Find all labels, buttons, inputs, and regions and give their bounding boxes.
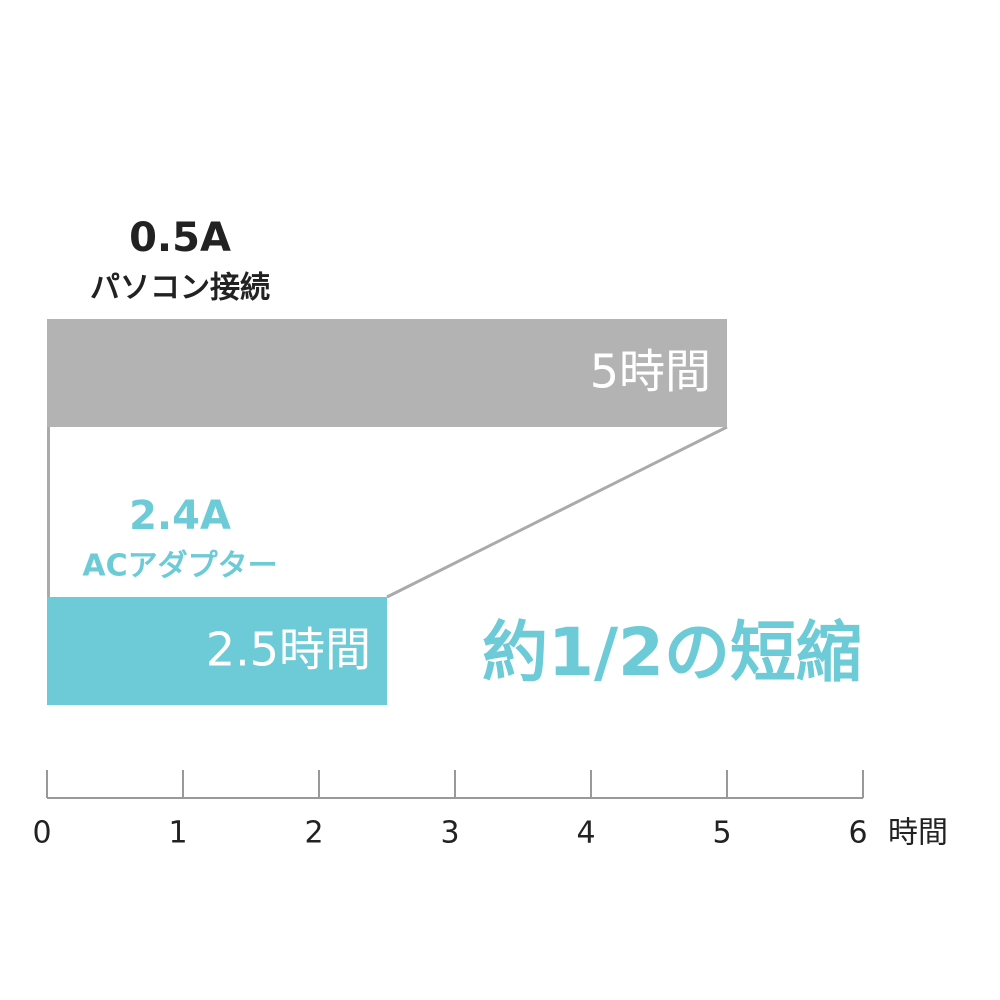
x-tick-label: 5: [712, 816, 731, 851]
bar: [47, 319, 727, 427]
x-tick-label: 6: [848, 816, 867, 851]
category-subtitle: パソコン接続: [90, 271, 270, 306]
category-label: 0.5A: [129, 215, 231, 261]
annotation: 約1/2の短縮: [482, 614, 862, 691]
x-tick-label: 2: [304, 816, 323, 851]
x-tick-label: 0: [32, 816, 51, 851]
category-subtitle: ACアダプター: [82, 549, 277, 584]
bar: [47, 597, 387, 705]
x-tick-label: 4: [576, 816, 595, 851]
x-axis-label: 時間: [888, 816, 948, 851]
connector: [386, 425, 728, 599]
value-label: 5時間: [590, 345, 711, 399]
x-tick-label: 1: [168, 816, 187, 851]
value-label: 2.5時間: [206, 623, 371, 677]
x-tick-label: 3: [440, 816, 459, 851]
category-label: 2.4A: [129, 493, 231, 539]
